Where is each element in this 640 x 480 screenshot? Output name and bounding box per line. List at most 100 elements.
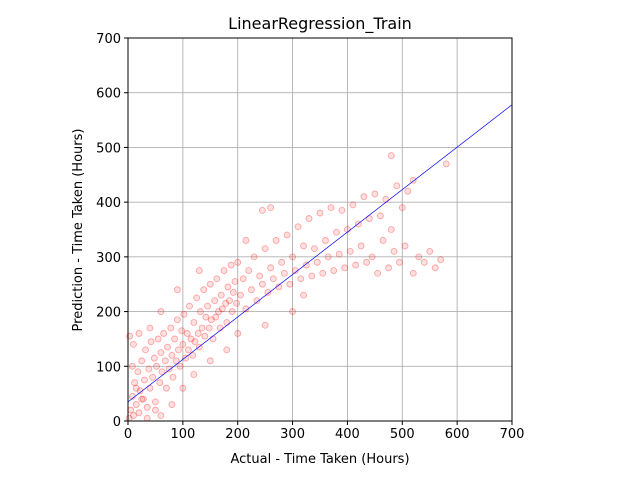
- data-point: [300, 242, 307, 250]
- data-point: [261, 245, 269, 253]
- data-point: [226, 297, 233, 305]
- data-point: [409, 176, 417, 184]
- data-point: [145, 365, 153, 373]
- x-tick-label: 500: [390, 427, 415, 442]
- y-tick-label: 400: [96, 196, 121, 211]
- y-tick-label: 100: [96, 360, 121, 375]
- data-point: [135, 409, 143, 417]
- data-point: [302, 261, 310, 269]
- plot-area-frame: [127, 37, 513, 422]
- data-point: [135, 330, 143, 337]
- data-point: [223, 319, 231, 326]
- data-point: [178, 327, 186, 335]
- data-point: [420, 258, 428, 266]
- data-point: [186, 302, 193, 310]
- data-point: [368, 253, 376, 261]
- data-point: [217, 291, 225, 299]
- data-point: [169, 373, 177, 381]
- data-point: [149, 373, 157, 381]
- x-axis-label: Actual - Time Taken (Hours): [230, 452, 409, 467]
- data-point: [234, 258, 242, 266]
- data-point: [194, 330, 202, 337]
- data-point: [220, 267, 228, 274]
- data-point: [156, 379, 164, 387]
- data-point: [138, 395, 146, 403]
- x-tick-label: 700: [500, 427, 525, 442]
- data-point: [207, 316, 215, 324]
- data-point: [363, 258, 371, 266]
- data-point: [202, 313, 210, 321]
- data-point: [138, 357, 146, 365]
- data-point: [179, 340, 187, 348]
- data-point: [165, 365, 173, 373]
- data-point: [327, 204, 335, 212]
- data-point: [308, 272, 316, 280]
- data-point: [258, 280, 266, 288]
- data-point: [267, 204, 275, 212]
- data-point: [130, 340, 137, 348]
- data-point: [404, 187, 412, 195]
- data-point: [153, 362, 160, 370]
- data-point: [223, 346, 231, 354]
- data-point: [371, 190, 379, 198]
- data-point: [409, 269, 417, 277]
- data-point: [189, 351, 197, 359]
- data-point: [250, 253, 258, 261]
- data-point: [379, 237, 387, 244]
- data-point: [206, 357, 214, 365]
- data-point: [387, 226, 395, 233]
- data-point: [360, 193, 368, 201]
- data-point: [147, 338, 155, 346]
- data-point: [382, 196, 390, 203]
- data-point: [390, 247, 398, 255]
- data-point: [150, 354, 158, 362]
- data-point: [374, 269, 382, 277]
- data-point: [152, 406, 159, 414]
- data-point: [212, 313, 220, 321]
- data-point: [132, 401, 140, 408]
- data-point: [426, 247, 434, 255]
- data-point: [396, 258, 403, 266]
- y-tick-label: 300: [96, 251, 121, 266]
- data-point: [346, 247, 354, 255]
- x-tick-label: 400: [335, 427, 360, 442]
- data-point: [201, 332, 209, 340]
- data-point: [211, 297, 219, 305]
- data-point: [168, 401, 176, 408]
- data-point: [316, 209, 324, 217]
- data-point: [209, 335, 217, 343]
- data-points: [125, 152, 450, 422]
- data-point: [190, 319, 198, 326]
- data-point: [136, 387, 144, 395]
- data-point: [215, 308, 222, 315]
- data-point: [242, 305, 250, 313]
- data-point: [222, 299, 230, 307]
- data-point: [154, 335, 162, 343]
- data-point: [272, 237, 280, 244]
- data-point: [231, 278, 239, 285]
- data-point: [227, 261, 235, 269]
- data-point: [330, 267, 338, 274]
- data-point: [289, 253, 296, 261]
- data-point: [233, 299, 241, 307]
- data-point: [184, 346, 192, 354]
- data-point: [183, 330, 191, 337]
- data-point: [275, 283, 283, 291]
- data-point: [398, 204, 406, 212]
- data-point: [267, 264, 275, 272]
- data-point: [213, 275, 221, 283]
- data-point: [142, 346, 149, 354]
- y-tick-label: 200: [96, 306, 121, 321]
- data-point: [437, 256, 445, 263]
- data-point: [291, 267, 299, 274]
- data-point: [143, 403, 151, 411]
- data-point: [182, 354, 190, 362]
- data-point: [294, 223, 302, 231]
- data-point: [161, 357, 169, 365]
- data-point: [195, 267, 203, 274]
- data-point: [300, 291, 307, 299]
- data-point: [261, 321, 269, 329]
- data-point: [173, 286, 181, 294]
- data-point: [401, 242, 409, 250]
